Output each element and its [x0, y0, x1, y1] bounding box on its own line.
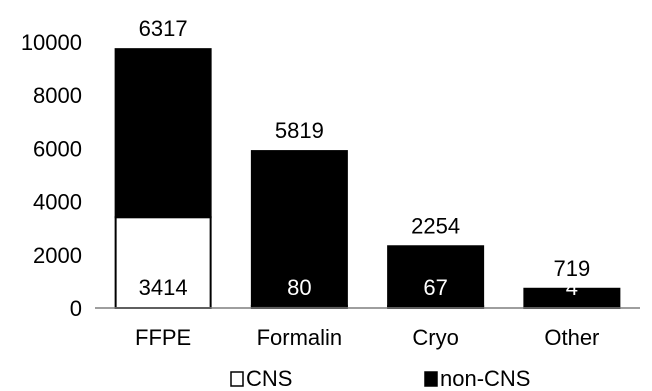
bar-non-cns-cryo — [387, 245, 485, 308]
y-tick-label: 0 — [70, 296, 82, 321]
x-axis-categories: FFPE Formalin Cryo Other — [135, 325, 599, 350]
bar-non-cns-ffpe — [114, 48, 212, 219]
y-tick-label: 4000 — [33, 190, 82, 215]
data-label-non-cns: 5819 — [275, 118, 324, 143]
y-tick-label: 8000 — [33, 83, 82, 108]
data-label-non-cns: 2254 — [411, 213, 460, 238]
legend-swatch-cns — [230, 371, 244, 387]
data-label-cns: 67 — [423, 275, 447, 300]
y-tick-label: 10000 — [21, 30, 82, 55]
data-label-cns: 3414 — [139, 275, 188, 300]
y-tick-label: 2000 — [33, 243, 82, 268]
bar-cns-ffpe — [114, 216, 212, 310]
data-label-non-cns: 6317 — [139, 16, 188, 41]
bar-series — [114, 48, 621, 310]
data-label-cns: 4 — [566, 275, 578, 300]
legend-swatch-non-cns — [424, 371, 438, 387]
legend: CNS non-CNS — [230, 366, 530, 391]
x-category-label: Formalin — [257, 325, 343, 350]
legend-label-cns: CNS — [246, 366, 292, 391]
legend-label-non-cns: non-CNS — [440, 366, 530, 391]
y-tick-label: 6000 — [33, 136, 82, 161]
bar-non-cns-formalin — [250, 150, 348, 307]
data-label-non-cns: 719 — [554, 256, 591, 281]
data-label-cns: 80 — [287, 275, 311, 300]
y-axis-ticks: 0 2000 4000 6000 8000 10000 — [21, 30, 82, 321]
x-category-label: Other — [544, 325, 599, 350]
x-category-label: Cryo — [412, 325, 458, 350]
x-category-label: FFPE — [135, 325, 191, 350]
